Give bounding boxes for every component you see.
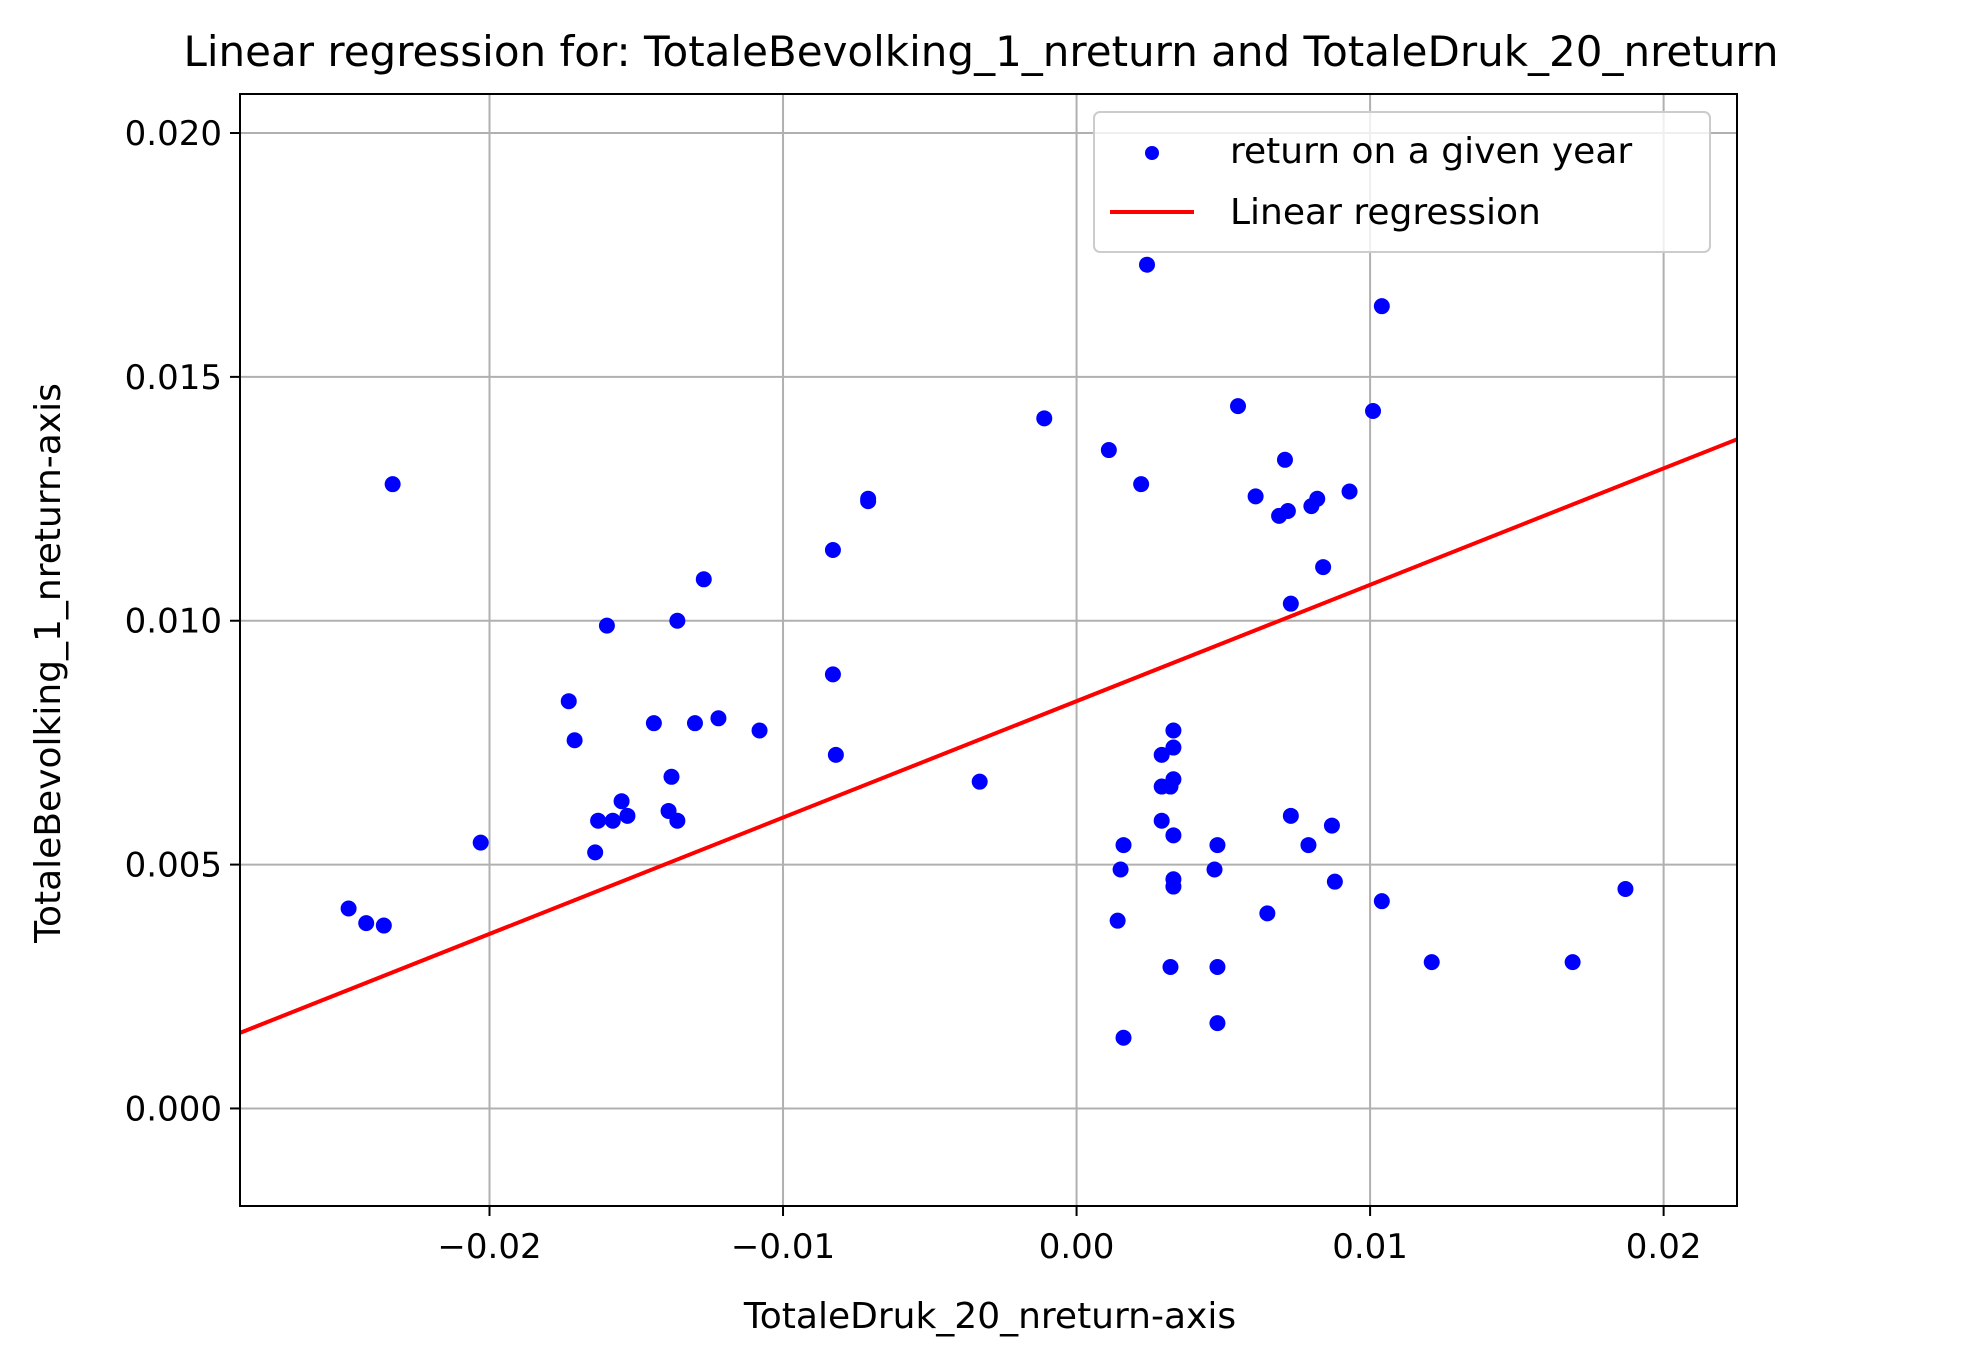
legend-box [1093,111,1711,253]
y-axis-label: TotaleBevolking_1_nreturn-axis [28,383,69,944]
regression-layer [239,437,1738,1035]
data-point [1373,893,1390,910]
y-tick-label: 0.015 [125,358,222,398]
y-tick-label: 0.020 [125,114,222,154]
data-point [1341,483,1358,500]
data-point [1165,827,1182,844]
data-point [1315,559,1332,576]
x-tick-label: −0.01 [731,1227,835,1267]
data-point [1153,812,1170,829]
chart-title: Linear regression for: TotaleBevolking_1… [183,27,1778,76]
y-tick-label: 0.005 [125,846,222,886]
data-point [1165,739,1182,756]
data-point [1209,959,1226,976]
data-point [1373,298,1390,315]
data-point [1247,488,1264,505]
data-point [1162,959,1179,976]
data-point [669,612,686,629]
data-point [590,812,607,829]
legend-label-regression: Linear regression [1230,192,1541,233]
data-point [1112,861,1129,878]
data-point [1282,807,1299,824]
data-point [560,693,577,710]
data-point [619,807,636,824]
data-point [587,844,604,861]
x-tick-label: 0.01 [1332,1227,1408,1267]
data-point [824,542,841,559]
data-point [1139,256,1156,273]
scatter-points [340,256,1634,1046]
data-point [751,722,768,739]
legend: return on a given year Linear regression [1093,111,1711,253]
legend-label-points: return on a given year [1230,131,1632,172]
data-point [1564,954,1581,971]
data-point [1326,873,1343,890]
data-point [1279,503,1296,519]
plot-frame [239,93,1738,1207]
data-point [663,768,680,785]
data-point [1282,595,1299,612]
x-tick-label: 0.02 [1626,1227,1702,1267]
data-point [1209,1015,1226,1032]
y-tick-label: 0.000 [125,1089,222,1129]
data-point [1036,410,1053,427]
data-point [827,746,844,763]
x-tick-label: −0.02 [437,1227,541,1267]
data-point [1209,837,1226,854]
data-point [1365,403,1382,420]
data-point [686,715,703,732]
data-point [340,900,357,917]
data-point [1100,442,1117,459]
y-tick-label: 0.010 [125,602,222,642]
data-point [472,834,489,851]
data-point [375,917,392,934]
data-point [1165,871,1182,888]
data-point [1309,490,1326,507]
data-point [613,793,630,810]
data-point [1423,954,1440,971]
data-point [598,617,615,634]
data-point [1115,837,1132,854]
data-point [384,476,401,493]
data-point [695,571,712,588]
data-point [824,666,841,683]
y-axis-ticks: 0.000 0.005 0.010 0.015 0.020 [125,114,240,1129]
data-point [358,915,375,932]
data-point [1153,746,1170,763]
data-point [645,715,662,732]
data-point [669,812,686,829]
data-point [710,710,727,727]
data-point [1617,880,1634,897]
data-point [1323,817,1340,834]
regression-line [239,437,1738,1035]
data-point [1230,398,1246,415]
data-point [604,812,621,829]
data-point [1206,861,1223,878]
data-point [1300,837,1317,854]
x-tick-label: 0.00 [1039,1227,1115,1267]
data-point [1259,905,1276,922]
data-point [1165,771,1182,788]
data-point [1115,1029,1132,1046]
data-point [1133,476,1150,493]
data-point [1165,722,1182,739]
data-point [566,732,583,749]
data-point [1276,451,1293,468]
data-point [1109,912,1126,929]
legend-marker-points [1145,146,1159,160]
data-point [971,773,988,790]
x-axis-ticks: −0.02 −0.01 0.00 0.01 0.02 [437,1206,1701,1267]
data-point [860,493,877,510]
x-axis-label: TotaleDruk_20_nreturn-axis [743,1296,1236,1337]
